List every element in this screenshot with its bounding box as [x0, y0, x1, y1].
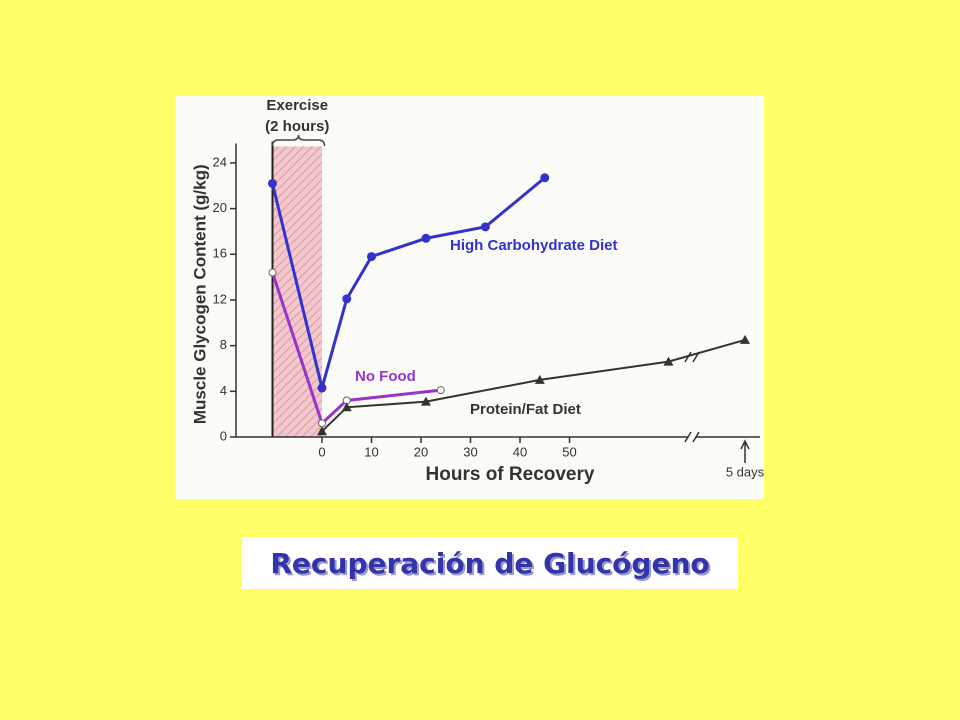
- x-tick-label: 30: [463, 444, 477, 459]
- x-tick-label: 5 days: [726, 464, 765, 479]
- data-point: [367, 252, 376, 262]
- y-tick-label: 4: [220, 383, 227, 398]
- y-tick-label: 16: [213, 246, 227, 261]
- data-point: [318, 419, 326, 428]
- slide-title: Recuperación de Glucógeno: [270, 547, 709, 580]
- annotation: Exercise: [266, 97, 328, 114]
- axis-break: [692, 431, 700, 443]
- data-point: [480, 222, 490, 232]
- data-point: [421, 233, 431, 243]
- data-point: [663, 356, 674, 366]
- title-box: [242, 537, 738, 589]
- exercise-brace: [271, 134, 326, 147]
- x-tick-label: 20: [414, 444, 428, 459]
- x-tick-label: 10: [364, 444, 378, 459]
- y-tick-label: 20: [213, 200, 227, 215]
- series-label: No Food: [355, 368, 416, 385]
- x-tick-label: 50: [562, 444, 576, 459]
- data-point: [342, 294, 352, 304]
- data-point: [540, 173, 550, 183]
- data-point: [268, 268, 277, 277]
- series-label: Protein/Fat Diet: [470, 401, 581, 418]
- data-point: [420, 396, 431, 406]
- series-label: High Carbohydrate Diet: [450, 237, 618, 254]
- annotation: (2 hours): [265, 118, 329, 135]
- data-point: [341, 402, 352, 412]
- title-shadow: Recuperación de Glucógeno: [272, 549, 711, 582]
- data-point: [436, 386, 445, 395]
- y-tick-label: 8: [220, 337, 227, 352]
- y-axis-label: Muscle Glycogen Content (g/kg): [190, 164, 209, 424]
- y-tick-label: 24: [213, 154, 227, 169]
- x-tick-label: 40: [513, 444, 527, 459]
- x-tick-arrow: [740, 439, 750, 463]
- axis-break: [684, 431, 692, 443]
- data-point: [317, 383, 327, 393]
- x-tick-label: 0: [318, 444, 325, 459]
- data-point: [268, 178, 277, 188]
- data-point: [534, 374, 545, 384]
- data-point: [317, 426, 327, 436]
- data-point: [740, 334, 750, 344]
- y-tick-label: 12: [213, 291, 227, 306]
- x-axis-label: Hours of Recovery: [426, 464, 595, 485]
- series-line: [271, 272, 441, 426]
- y-tick-label: 0: [220, 428, 227, 443]
